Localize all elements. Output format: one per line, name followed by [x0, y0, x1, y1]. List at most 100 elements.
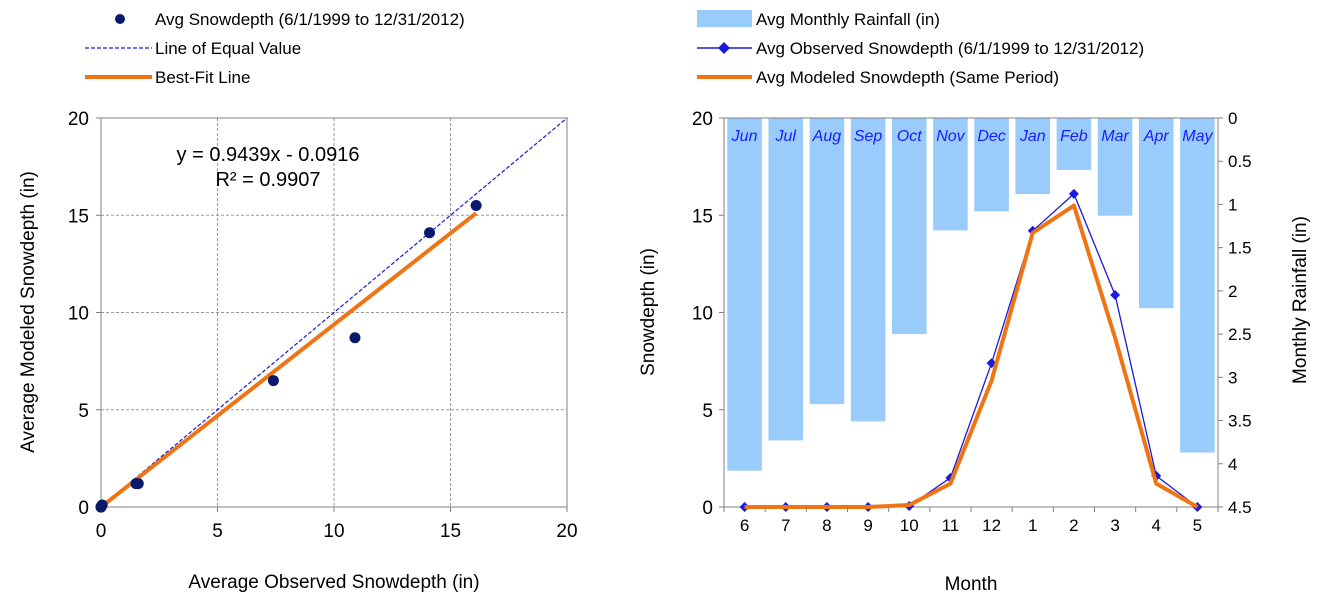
month-name-tag: Aug [812, 128, 842, 145]
scatter-x-tick-label: 20 [556, 521, 577, 542]
scatter-y-tick-label: 0 [78, 498, 89, 519]
monthly-legend: Avg Monthly Rainfall (in) Avg Observed S… [697, 10, 1144, 87]
monthly-x-tick-label: 6 [740, 516, 749, 535]
rainfall-bar [1097, 118, 1133, 216]
modeled-snowdepth-line [744, 203, 1199, 509]
observed-snowdepth-marker [1110, 289, 1121, 300]
scatter-x-ticks: 0 5 10 15 20 [96, 507, 578, 542]
line-of-equal-value [100, 117, 568, 508]
scatter-y-axis-title: Average Modeled Snowdepth (in) [18, 171, 39, 453]
month-name-tags: Jun Jul Aug Sep Oct Nov Dec Jan Feb Mar Apr May [731, 128, 1214, 145]
legend-swatch-rainfall [697, 10, 752, 27]
scatter-x-tick-label: 15 [440, 521, 461, 542]
rainfall-y-tick-label: 0 [1228, 109, 1237, 128]
rainfall-y-tick-label: 0.5 [1228, 152, 1252, 171]
scatter-x-tick-label: 0 [96, 521, 107, 542]
scatter-y-tick-label: 15 [68, 206, 89, 227]
monthly-x-tick-label: 5 [1193, 516, 1202, 535]
rainfall-bar [1015, 118, 1051, 195]
month-name-tag: Mar [1101, 128, 1129, 145]
scatter-chart: Avg Snowdepth (6/1/1999 to 12/31/2012) L… [18, 10, 578, 593]
scatter-point [95, 501, 107, 513]
scatter-y-tick-label: 5 [78, 401, 89, 422]
rainfall-bar [768, 118, 804, 441]
month-name-tag: May [1182, 128, 1213, 145]
monthly-chart: Avg Monthly Rainfall (in) Avg Observed S… [638, 10, 1311, 595]
scatter-x-tick-label: 10 [323, 521, 344, 542]
rainfall-bar [933, 118, 968, 231]
best-fit-line [99, 211, 478, 509]
rainfall-bar [809, 118, 845, 405]
snowdepth-y-tick-label: 5 [702, 401, 713, 422]
monthly-x-tick-label: 4 [1152, 516, 1161, 535]
scatter-points [95, 200, 482, 513]
monthly-x-tick-label: 11 [942, 516, 960, 535]
rainfall-bars [727, 118, 1215, 471]
month-name-tag: Jan [1019, 128, 1046, 145]
monthly-x-axis-title: Month [945, 574, 998, 595]
legend-label-snowdepth: Avg Snowdepth (6/1/1999 to 12/31/2012) [155, 10, 465, 29]
scatter-y-tick-label: 20 [68, 109, 89, 130]
legend-marker-snowdepth [115, 14, 125, 24]
snowdepth-lines [739, 188, 1203, 512]
scatter-point [349, 332, 361, 344]
rainfall-y-ticks: 0 0.5 1 1.5 2 2.5 3 3.5 4 4.5 [1218, 109, 1252, 517]
monthly-x-tick-label: 7 [781, 516, 790, 535]
month-name-tag: Jun [731, 128, 758, 145]
monthly-x-tick-label: 9 [863, 516, 872, 535]
rainfall-bar [1138, 118, 1174, 309]
rainfall-axis-title: Monthly Rainfall (in) [1290, 216, 1311, 384]
rainfall-y-tick-label: 4.5 [1228, 498, 1252, 517]
rainfall-y-tick-label: 3.5 [1228, 412, 1252, 431]
observed-snowdepth-marker [1068, 188, 1079, 199]
snowdepth-y-tick-label: 10 [692, 304, 713, 325]
snowdepth-y-ticks: 0 5 10 15 20 [692, 109, 724, 519]
monthly-x-tick-label: 12 [982, 516, 1001, 535]
snowdepth-y-tick-label: 20 [692, 109, 713, 130]
scatter-y-tick-label: 10 [68, 304, 89, 325]
scatter-lines [99, 117, 568, 509]
monthly-x-tick-label: 8 [822, 516, 831, 535]
scatter-point [470, 200, 482, 212]
rainfall-bar [974, 118, 1009, 212]
month-name-tag: Feb [1060, 128, 1088, 145]
rainfall-bar [1180, 118, 1215, 453]
scatter-point [267, 375, 279, 387]
monthly-x-tick-label: 3 [1110, 516, 1119, 535]
rainfall-y-tick-label: 1 [1228, 195, 1237, 214]
rainfall-y-tick-label: 3 [1228, 368, 1237, 387]
snowdepth-y-tick-label: 15 [692, 206, 713, 227]
scatter-point [132, 478, 144, 490]
monthly-x-tick-label: 10 [900, 516, 919, 535]
month-name-tag: Apr [1143, 128, 1170, 145]
scatter-legend: Avg Snowdepth (6/1/1999 to 12/31/2012) L… [85, 10, 465, 87]
legend-label-observed: Avg Observed Snowdepth (6/1/1999 to 12/3… [756, 39, 1144, 58]
snowdepth-y-tick-label: 0 [702, 498, 713, 519]
monthly-x-tick-label: 2 [1069, 516, 1078, 535]
snowdepth-axis-title: Snowdepth (in) [638, 248, 659, 376]
rainfall-bar [727, 118, 762, 471]
scatter-y-ticks: 0 5 10 15 20 [68, 109, 101, 519]
month-name-tag: Jul [775, 128, 797, 145]
legend-marker-observed [718, 42, 730, 54]
legend-label-equal: Line of Equal Value [155, 39, 301, 58]
month-name-tag: Nov [936, 128, 965, 145]
monthly-x-ticks: 6 7 8 9 10 11 12 1 2 3 4 5 [723, 507, 1219, 535]
scatter-point [424, 227, 436, 239]
rainfall-bar [850, 118, 886, 422]
legend-label-modeled: Avg Modeled Snowdepth (Same Period) [756, 68, 1059, 87]
rainfall-bar [891, 118, 927, 335]
scatter-x-tick-label: 5 [212, 521, 223, 542]
month-name-tag: Oct [897, 128, 922, 145]
rainfall-y-tick-label: 4 [1228, 455, 1237, 474]
regression-equation: y = 0.9439x - 0.0916 [177, 144, 360, 166]
month-name-tag: Sep [854, 128, 883, 145]
rainfall-bar [1056, 118, 1092, 170]
scatter-x-axis-title: Average Observed Snowdepth (in) [188, 572, 479, 593]
monthly-x-tick-label: 1 [1028, 516, 1037, 535]
legend-label-fit: Best-Fit Line [155, 68, 250, 87]
rainfall-y-tick-label: 1.5 [1228, 239, 1252, 258]
month-name-tag: Dec [977, 128, 1005, 145]
r-squared-label: R² = 0.9907 [215, 169, 320, 191]
